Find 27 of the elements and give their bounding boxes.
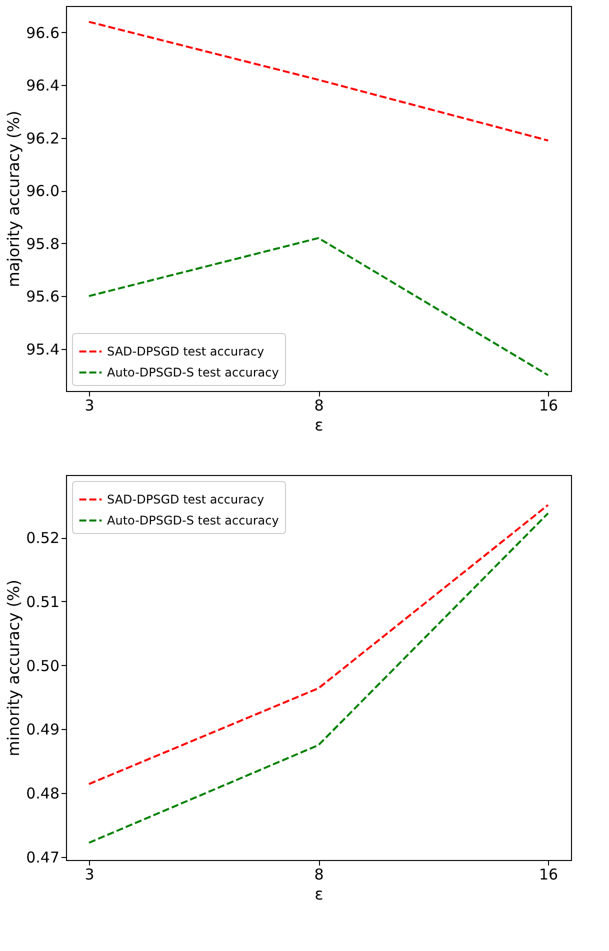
x-tick-label: 8 — [314, 866, 324, 884]
x-tick-label: 8 — [314, 396, 324, 414]
x-tick-label: 3 — [84, 396, 94, 414]
y-axis-title: minority accuracy (%) — [4, 580, 24, 756]
y-tick-label: 96.4 — [26, 76, 60, 95]
y-tick-label: 95.8 — [26, 234, 60, 253]
x-tick-label: 16 — [539, 866, 558, 884]
y-tick-label: 96.2 — [26, 129, 60, 148]
y-tick-label: 96.0 — [26, 182, 60, 200]
y-tick-label: 95.6 — [26, 288, 60, 306]
legend-label: Auto-DPSGD-S test accuracy — [107, 366, 279, 380]
y-tick-label: 0.52 — [26, 529, 60, 548]
legend-label: SAD-DPSGD test accuracy — [107, 492, 264, 506]
y-tick-label: 0.48 — [26, 784, 60, 802]
y-tick-label: 0.49 — [26, 720, 60, 739]
x-tick-label: 3 — [84, 866, 94, 884]
x-tick-label: 16 — [539, 396, 558, 414]
y-axis-title: majority accuracy (%) — [4, 110, 24, 288]
legend-label: Auto-DPSGD-S test accuracy — [107, 514, 279, 528]
y-tick-label: 95.4 — [26, 340, 60, 358]
y-tick-label: 0.51 — [26, 592, 60, 611]
y-tick-label: 0.50 — [26, 656, 60, 675]
y-tick-label: 96.6 — [26, 24, 60, 42]
x-axis-title: ε — [314, 884, 324, 904]
legend-label: SAD-DPSGD test accuracy — [107, 344, 264, 358]
x-axis-title: ε — [314, 416, 324, 434]
y-tick-label: 0.47 — [26, 848, 60, 866]
